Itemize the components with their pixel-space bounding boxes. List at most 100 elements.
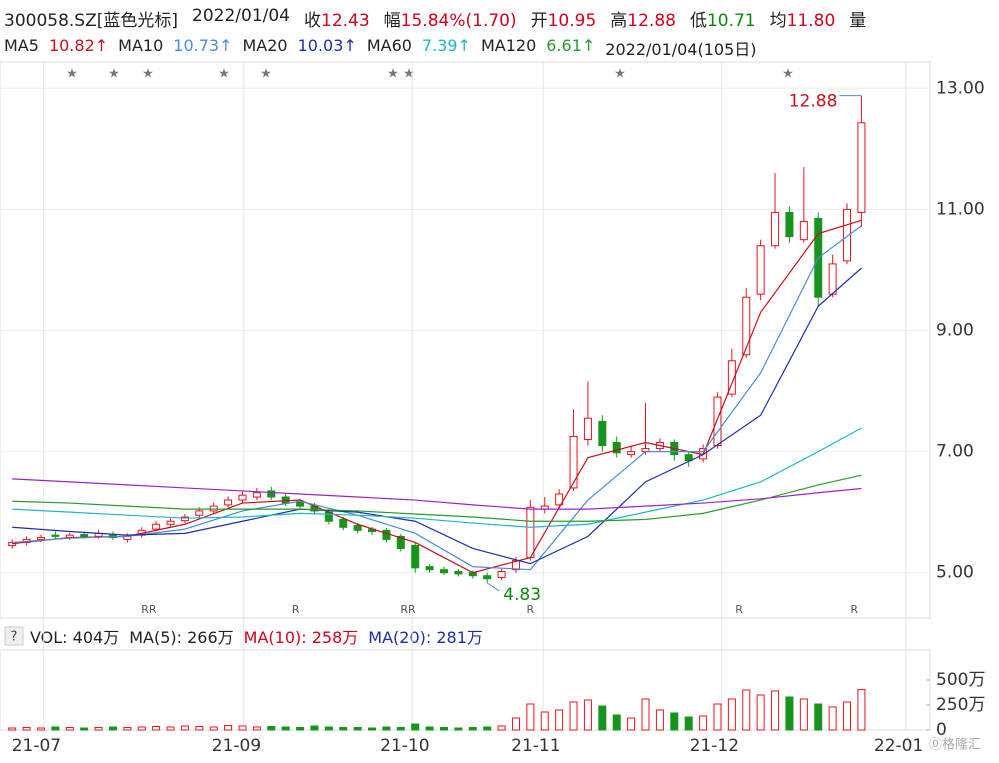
ma-line: [12, 474, 862, 522]
candle-body: [36, 537, 45, 540]
x-tick-label: 21-11: [511, 736, 560, 756]
candle-body: [454, 570, 463, 575]
volume-tick-label: 0: [936, 720, 947, 740]
ma-value: 10.73↑: [173, 36, 233, 55]
volume-panel: [0, 649, 931, 731]
volume-bar: [353, 727, 362, 731]
y-tick-label: 7.00: [936, 442, 974, 462]
candle-body: [799, 221, 808, 241]
volume-bar: [454, 727, 463, 731]
volume-bar: [843, 701, 852, 731]
candle-body: [80, 534, 89, 537]
help-button[interactable]: [4, 626, 24, 646]
candle-body: [857, 122, 866, 213]
ma-line: [12, 219, 862, 574]
candle-body: [281, 496, 290, 504]
ma-name: MA60: [366, 36, 412, 55]
volume-bar: [267, 726, 276, 731]
volume-bar: [785, 696, 794, 731]
quote-value: 10.71: [706, 11, 756, 31]
volume-bar: [180, 725, 189, 731]
volume-header: VOL: 404万 MA(5): 266万 MA(10): 258万 MA(20): …: [30, 624, 483, 648]
volume-bar: [655, 709, 664, 731]
range-label: 2022/01/04(105日): [605, 40, 757, 59]
ma-value: 10.03↑: [297, 36, 357, 55]
x-tick-label: 22-01: [874, 736, 923, 756]
volume-bar: [497, 725, 506, 731]
svg-text:★: ★: [403, 67, 415, 82]
volume-bar: [281, 726, 290, 731]
candle-body: [569, 435, 578, 489]
volume-bar: [670, 712, 679, 731]
svg-text:★: ★: [614, 67, 626, 82]
candle-body: [339, 518, 348, 528]
volume-tick-label: 250万: [936, 695, 985, 715]
help-icon[interactable]: ?: [11, 630, 18, 645]
candle-body: [828, 263, 837, 295]
candle-body: [843, 208, 852, 262]
candle-body: [627, 451, 636, 456]
candle-body: [713, 396, 722, 447]
volume-bar: [627, 717, 636, 731]
quote-label: 300058.SZ[蓝色光标]: [4, 11, 179, 31]
quote-item: 均11.80: [770, 6, 836, 31]
ma-line: [12, 427, 862, 528]
volume-bar: [468, 727, 477, 731]
annotation-label: 4.83: [503, 585, 541, 605]
candle-body: [440, 569, 448, 574]
event-marker: R: [527, 603, 535, 616]
candle-body: [526, 506, 535, 559]
x-tick-label: 21-12: [690, 736, 739, 756]
svg-text:★: ★: [387, 67, 399, 82]
quote-label: 高: [610, 11, 628, 31]
candle-body: [684, 454, 693, 462]
volume-bar: [324, 726, 333, 731]
candle-body: [742, 296, 751, 356]
volume-bar: [641, 698, 650, 731]
quote-item: 开10.95: [531, 6, 597, 31]
candle-body: [583, 417, 592, 440]
candle-body: [785, 211, 794, 238]
volume-bar: [368, 727, 377, 731]
volume-bar: [526, 703, 535, 731]
volume-bar: [339, 727, 348, 731]
candle-body: [612, 442, 621, 454]
volume-bar: [583, 699, 592, 731]
candle-body: [152, 523, 161, 530]
candle-body: [224, 499, 233, 506]
candle-body: [382, 529, 391, 540]
volume-bar: [195, 726, 204, 731]
candle-body: [209, 505, 218, 512]
volume-bar: [540, 711, 549, 731]
quote-label: 低: [689, 11, 707, 31]
volume-tick-label: 500万: [936, 670, 985, 690]
quote-header: 300058.SZ[蓝色光标] 2022/01/04 收12.43 幅15.84%(1…: [4, 6, 866, 31]
volume-bar: [699, 715, 708, 731]
quote-item: 低10.71: [690, 6, 756, 31]
volume-bar: [396, 727, 405, 731]
candle-body: [396, 535, 405, 549]
candle-body: [353, 524, 362, 531]
volume-bar: [771, 690, 780, 731]
ma-name: MA120: [480, 36, 537, 55]
volume-bar: [814, 703, 823, 731]
star-markers: ★ ★ ★ ★ ★ ★ ★ ★ ★: [66, 67, 794, 82]
ma-name: MA5: [4, 36, 39, 55]
quote-label: 2022/01/04: [192, 6, 290, 26]
volume-bar: [382, 726, 391, 731]
volume-bar: [51, 726, 60, 731]
quote-item: 收12.43: [304, 6, 370, 31]
quote-value: 15.84%(1.70): [400, 11, 517, 31]
quote-value: 12.43: [321, 11, 370, 31]
candle-body: [238, 494, 247, 501]
volume-bar: [238, 725, 247, 731]
quote-item: 高12.88: [610, 6, 676, 31]
ma-value: 7.39↑: [421, 36, 471, 55]
volume-bar: [569, 701, 578, 731]
volume-item: MA(10): 258万: [243, 628, 359, 647]
svg-text:★: ★: [218, 67, 230, 82]
volume-item: VOL: 404万: [30, 628, 120, 647]
volume-bar: [727, 698, 736, 731]
y-tick-label: 11.00: [936, 199, 985, 219]
